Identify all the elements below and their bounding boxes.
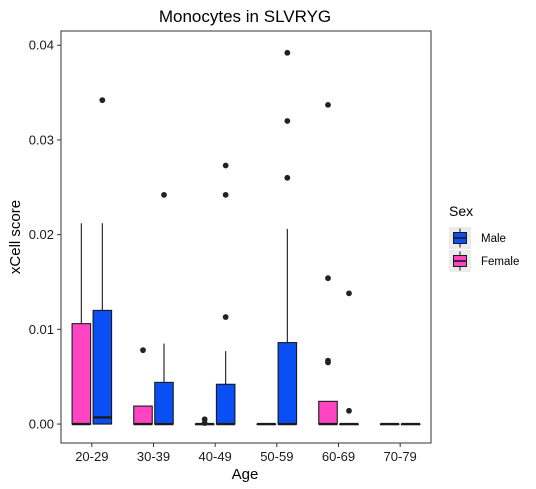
outlier-point bbox=[222, 191, 229, 198]
legend-label: Female bbox=[481, 256, 519, 268]
box-female bbox=[133, 405, 153, 425]
outlier-point bbox=[325, 101, 331, 108]
y-tick-label: 0.02 bbox=[29, 227, 54, 242]
outlier-point bbox=[346, 290, 352, 297]
legend: Sex Male Female bbox=[449, 203, 519, 272]
box-group-male-70-79 bbox=[400, 422, 421, 426]
box-group-female-20-29 bbox=[71, 223, 92, 426]
x-tick-label: 20-29 bbox=[75, 449, 108, 464]
outlier-point bbox=[284, 49, 291, 56]
x-tick-label: 70-79 bbox=[384, 449, 417, 464]
outlier-point bbox=[325, 359, 331, 366]
y-axis-title: xCell score bbox=[7, 200, 24, 274]
box-group-male-60-69 bbox=[339, 290, 359, 426]
box-group-female-30-39 bbox=[133, 347, 153, 426]
y-tick-label: 0.01 bbox=[29, 322, 54, 337]
y-tick-label: 0.00 bbox=[29, 417, 54, 432]
x-tick-label: 60-69 bbox=[322, 449, 355, 464]
outlier-point bbox=[222, 314, 229, 320]
box-male bbox=[154, 381, 174, 425]
legend-entry-male: Male bbox=[449, 227, 506, 249]
outlier-point bbox=[140, 347, 146, 354]
outlier-point bbox=[222, 162, 229, 169]
y-tick-label: 0.03 bbox=[29, 132, 54, 147]
x-tick-label: 40-49 bbox=[199, 449, 232, 464]
boxes-layer bbox=[71, 49, 421, 427]
outlier-point bbox=[161, 191, 167, 198]
box-female bbox=[71, 323, 92, 425]
box-group-male-30-39 bbox=[154, 191, 174, 426]
box-group-female-40-49 bbox=[194, 416, 215, 427]
box-female bbox=[318, 400, 338, 425]
chart-title: Monocytes in SLVRYG bbox=[159, 7, 331, 26]
x-axis-title: Age bbox=[232, 466, 259, 483]
legend-entry-female: Female bbox=[449, 250, 519, 272]
box-male bbox=[215, 383, 236, 425]
box-group-male-20-29 bbox=[92, 97, 113, 425]
x-tick-label: 50-59 bbox=[260, 449, 293, 464]
y-tick-label: 0.04 bbox=[29, 38, 54, 53]
box-group-female-60-69 bbox=[318, 101, 338, 426]
y-axis: 0.00 0.01 0.02 0.03 0.04 bbox=[29, 38, 61, 432]
legend-label: Male bbox=[481, 233, 506, 245]
outlier-point bbox=[284, 118, 291, 124]
outlier-point bbox=[284, 174, 291, 181]
x-tick-label: 30-39 bbox=[137, 449, 170, 464]
box-male bbox=[277, 342, 298, 425]
legend-title: Sex bbox=[449, 203, 473, 219]
x-axis: 20-29 30-39 40-49 50-59 60-69 70-79 bbox=[75, 443, 417, 464]
plot-panel bbox=[60, 30, 432, 444]
box-group-male-50-59 bbox=[277, 49, 298, 426]
box-group-female-50-59 bbox=[256, 422, 277, 426]
outlier-point bbox=[346, 407, 352, 414]
box-male bbox=[92, 309, 113, 425]
outlier-point bbox=[201, 420, 208, 427]
box-group-female-70-79 bbox=[379, 422, 400, 426]
outlier-point bbox=[99, 97, 106, 104]
box-group-male-40-49 bbox=[215, 162, 236, 426]
outlier-point bbox=[325, 275, 331, 282]
